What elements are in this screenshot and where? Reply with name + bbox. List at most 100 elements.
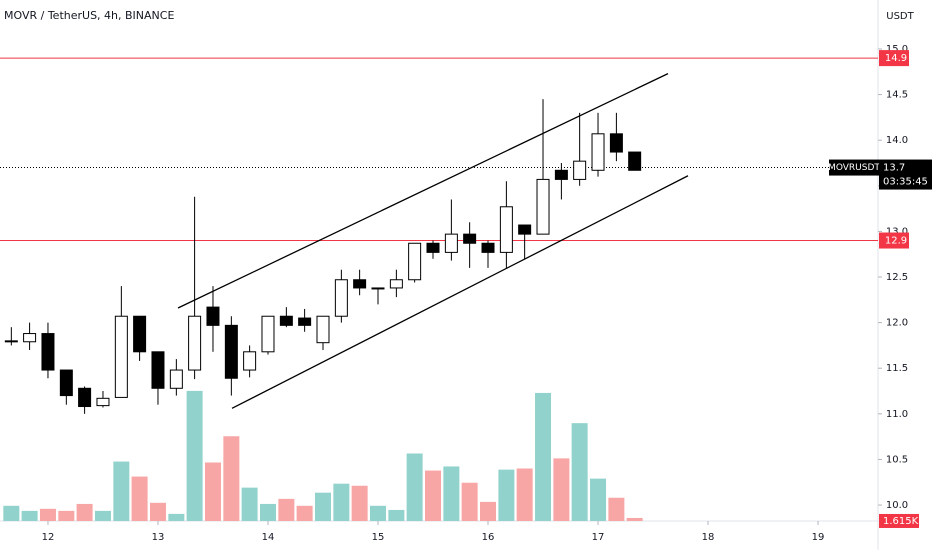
candle-body [316,315,330,344]
volume-bar [186,390,203,521]
y-tick-label: 14.0 [886,135,908,146]
volume-bar [223,436,240,521]
candle-body [188,315,202,371]
candle-body [41,333,55,371]
volume-bar [39,508,56,521]
x-tick-label: 14 [262,532,275,543]
volume-bar [94,510,111,521]
candle-body [426,242,440,253]
volume-bar [149,502,166,521]
price-label-box [879,232,909,249]
volume-bar [425,470,442,521]
candle-body [243,351,257,371]
candle-body [4,340,18,343]
volume-bar [498,469,515,521]
candle-body [261,315,275,353]
x-tick-label: 18 [702,532,715,543]
volume-bar [76,503,93,521]
candle-body [609,133,623,153]
y-tick-label: 12.5 [886,272,908,283]
x-tick-label: 15 [372,532,385,543]
candle-body [224,324,238,379]
y-tick-label: 10.0 [886,500,908,511]
volume-bar [241,487,258,521]
volume-bar [369,505,386,521]
chart-title-overlay: MOVR / TetherUS, 4h, BINANCE [4,9,174,22]
candle-body [59,369,73,397]
candle-body [353,279,367,289]
candle-body [78,387,92,408]
candle-body [444,233,458,253]
trend-line [231,175,689,409]
volume-bar [168,513,185,521]
volume-bar [443,466,460,521]
volume-bar [388,509,405,521]
candle-body [334,279,348,317]
volume-bar [553,458,570,521]
candle-body [554,169,568,180]
trend-line [177,73,669,309]
volume-label-box [879,513,919,528]
volume-bar [351,485,368,521]
volume-bar [535,392,552,521]
candle-body [298,317,312,326]
x-tick-label: 19 [812,532,825,543]
volume-bar [204,462,221,521]
volume-bar [314,492,331,521]
candle-body [371,287,385,290]
candle-body [481,242,495,253]
volume-bar [590,478,607,521]
candle-body [23,333,37,343]
volume-bar [131,476,148,521]
price-label-box [879,50,909,67]
volume-label: 1.615K [883,516,919,527]
volume-bar [461,482,478,521]
candle-body [96,397,110,407]
candle-body [133,315,147,353]
volume-bar [278,498,295,521]
y-tick-label: 12.0 [886,318,908,329]
x-tick-label: 17 [592,532,605,543]
symbol-box [829,159,879,176]
countdown-label: 03:35:45 [883,177,928,188]
axis-unit: USDT [886,11,914,22]
volume-bar [259,503,276,521]
candle-body [389,279,403,289]
volume-bar [608,497,625,521]
x-tick-label: 12 [42,532,55,543]
volume-bar [333,483,350,521]
volume-bar [58,510,75,521]
price-label: 12.9 [885,236,907,247]
y-tick-label: 15.0 [886,44,908,55]
volume-bar [3,505,20,521]
symbol-label: MOVRUSDT [828,163,880,173]
candle-body [536,178,550,235]
y-tick-label: 11.0 [886,409,908,420]
candle-body [169,369,183,389]
x-tick-label: 13 [152,532,165,543]
candle-body [518,224,532,235]
volume-bar [516,468,533,521]
price-label: 14.9 [885,53,907,64]
y-tick-label: 14.5 [886,90,908,101]
x-tick-label: 16 [482,532,495,543]
candle-body [499,206,513,253]
volume-bar [571,423,588,521]
y-tick-label: 13.0 [886,226,908,237]
volume-bar [406,453,423,521]
candle-body [408,242,422,281]
y-tick-label: 10.5 [886,454,908,465]
volume-bar [113,461,130,521]
candle-body [573,160,587,180]
candle-body [206,306,220,326]
volume-bar [296,505,313,521]
volume-bar [480,501,497,521]
volume-bar [21,510,38,521]
candle-body [591,133,605,171]
volume-bar [626,517,643,521]
candle-body [463,233,477,244]
candle-body [628,151,642,171]
candle-body [151,351,165,389]
last-price-box [879,159,932,190]
